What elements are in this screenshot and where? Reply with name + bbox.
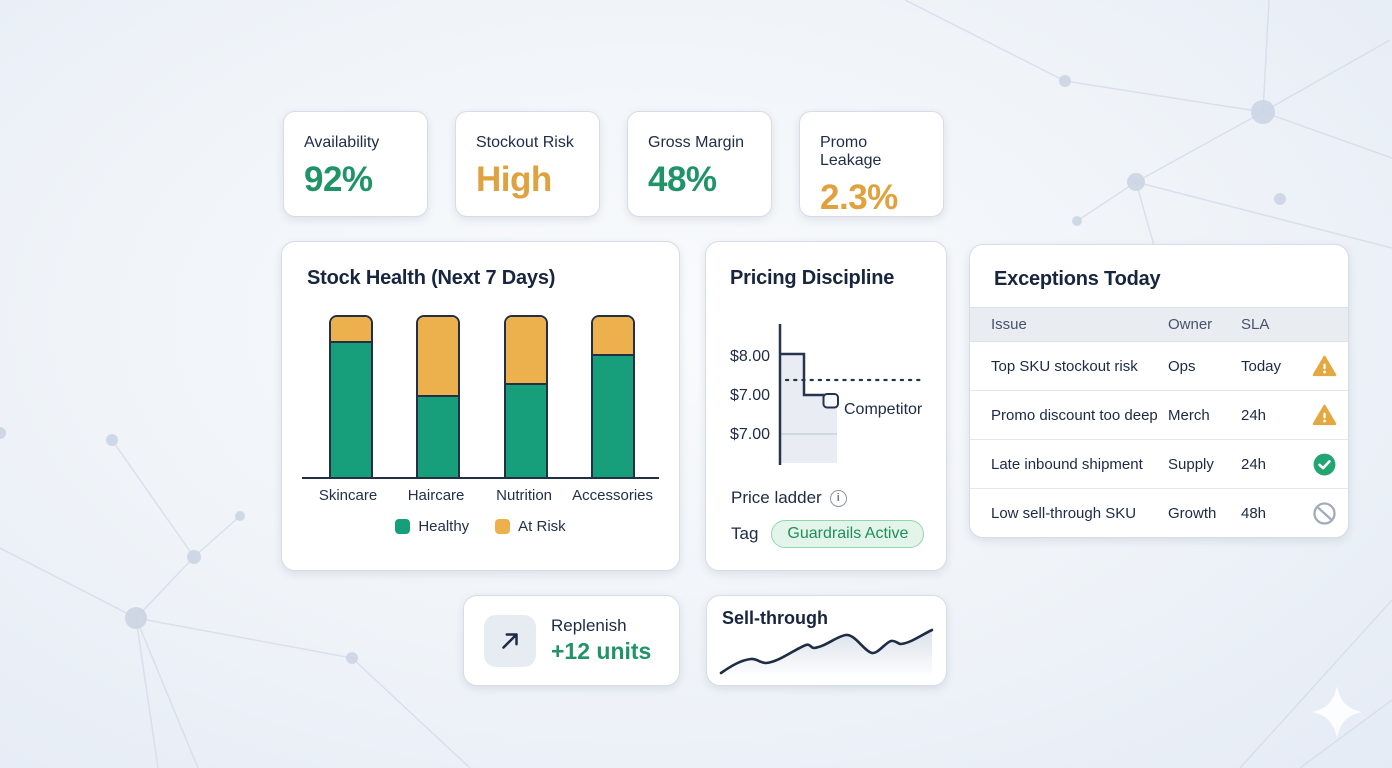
legend-label: Healthy bbox=[418, 518, 470, 535]
pricing-title: Pricing Discipline bbox=[730, 267, 895, 289]
price-tick-label: $8.00 bbox=[730, 348, 770, 365]
pricing-discipline-card: Pricing Discipline $8.00 $7.00 $7.00 Com… bbox=[705, 241, 947, 571]
check-icon bbox=[1309, 452, 1348, 477]
kpi-value: 92% bbox=[304, 160, 373, 199]
exceptions-title: Exceptions Today bbox=[994, 268, 1161, 290]
tag-label: Tag bbox=[731, 524, 759, 543]
info-icon[interactable]: i bbox=[829, 489, 847, 507]
owner-cell: Supply bbox=[1168, 455, 1214, 473]
guardrails-active-badge[interactable]: Guardrails Active bbox=[771, 520, 925, 548]
replenish-label: Replenish bbox=[551, 616, 627, 635]
competitor-marker-icon bbox=[822, 393, 839, 409]
column-header-sla: SLA bbox=[1241, 316, 1270, 333]
kpi-row: Availability 92% Stockout Risk High Gros… bbox=[283, 111, 944, 217]
column-header-issue: Issue bbox=[991, 316, 1027, 333]
kpi-card-availability: Availability 92% bbox=[283, 111, 428, 217]
warning-icon bbox=[1309, 403, 1348, 428]
price-tick-label: $7.00 bbox=[730, 387, 770, 404]
bar-skincare bbox=[329, 315, 373, 477]
owner-cell: Growth bbox=[1168, 505, 1217, 522]
price-ladder-chart: $8.00 $7.00 $7.00 Competitor bbox=[730, 324, 926, 465]
owner-cell: Ops bbox=[1168, 357, 1196, 375]
sell-through-title: Sell-through bbox=[722, 608, 828, 628]
table-header: Issue Owner SLA bbox=[970, 307, 1348, 342]
bar-nutrition bbox=[503, 315, 548, 477]
sparkle-icon bbox=[1312, 686, 1362, 738]
category-label: Nutrition bbox=[496, 487, 553, 504]
price-ladder-label: Price ladder bbox=[731, 488, 822, 507]
issue-cell: Promo discount too deep bbox=[991, 406, 1158, 424]
at-risk-swatch-icon bbox=[495, 519, 511, 534]
legend-item-healthy: Healthy bbox=[395, 518, 469, 535]
kpi-label: Availability bbox=[304, 134, 380, 151]
competitor-annotation: Competitor bbox=[844, 401, 923, 418]
blocked-icon bbox=[1309, 501, 1348, 526]
issue-cell: Low sell-through SKU bbox=[991, 505, 1137, 522]
replenish-value: +12 units bbox=[551, 638, 652, 664]
sell-through-sparkline bbox=[719, 628, 934, 678]
sla-cell: Today bbox=[1241, 357, 1282, 375]
kpi-label: Promo Leakage bbox=[820, 134, 882, 169]
price-step-line bbox=[780, 352, 836, 397]
arrow-up-right-icon[interactable] bbox=[484, 614, 536, 667]
owner-cell: Merch bbox=[1168, 406, 1210, 424]
replenish-action-card[interactable]: Replenish +12 units bbox=[463, 595, 680, 686]
sla-cell: 24h bbox=[1241, 406, 1267, 424]
category-label: Haircare bbox=[407, 487, 465, 504]
kpi-card-stockout-risk: Stockout Risk High bbox=[455, 111, 600, 217]
healthy-swatch-icon bbox=[395, 519, 411, 534]
bar-haircare bbox=[416, 315, 461, 477]
sla-cell: 48h bbox=[1241, 505, 1267, 522]
category-label: Accessories bbox=[572, 487, 653, 504]
stock-health-title: Stock Health (Next 7 Days) bbox=[307, 267, 556, 289]
price-ladder-caption: Price ladder i bbox=[731, 488, 847, 508]
table-row[interactable]: Low sell-through SKU Growth 48h bbox=[970, 489, 1348, 537]
column-header-owner: Owner bbox=[1168, 316, 1213, 333]
kpi-label: Stockout Risk bbox=[476, 134, 574, 151]
table-row[interactable]: Promo discount too deep Merch 24h bbox=[970, 391, 1348, 440]
category-label: Skincare bbox=[318, 487, 378, 504]
sla-cell: 24h bbox=[1241, 455, 1267, 473]
sell-through-card: Sell-through bbox=[706, 595, 947, 686]
kpi-value: 2.3% bbox=[820, 178, 898, 217]
warning-icon bbox=[1309, 354, 1348, 379]
table-row[interactable]: Top SKU stockout risk Ops Today bbox=[970, 342, 1348, 391]
legend-item-at-risk: At Risk bbox=[495, 518, 566, 535]
bar-accessories bbox=[590, 315, 635, 477]
issue-cell: Late inbound shipment bbox=[991, 455, 1143, 473]
chart-legend: Healthy At Risk bbox=[302, 518, 659, 535]
issue-cell: Top SKU stockout risk bbox=[991, 357, 1138, 375]
exceptions-today-card: Exceptions Today Issue Owner SLA Top SKU… bbox=[969, 244, 1349, 538]
tag-row: Tag Guardrails Active bbox=[731, 520, 925, 548]
table-row[interactable]: Late inbound shipment Supply 24h bbox=[970, 440, 1348, 489]
kpi-card-promo-leakage: Promo Leakage 2.3% bbox=[799, 111, 944, 217]
kpi-label: Gross Margin bbox=[648, 134, 745, 151]
stock-health-chart: Skincare Haircare Nutrition Accessories … bbox=[302, 315, 659, 535]
stock-health-card: Stock Health (Next 7 Days) Skincare Hair… bbox=[281, 241, 680, 571]
kpi-value: High bbox=[476, 160, 552, 199]
kpi-card-gross-margin: Gross Margin 48% bbox=[627, 111, 772, 217]
legend-label: At Risk bbox=[518, 518, 566, 535]
kpi-value: 48% bbox=[648, 160, 717, 199]
price-tick-label: $7.00 bbox=[730, 426, 770, 443]
